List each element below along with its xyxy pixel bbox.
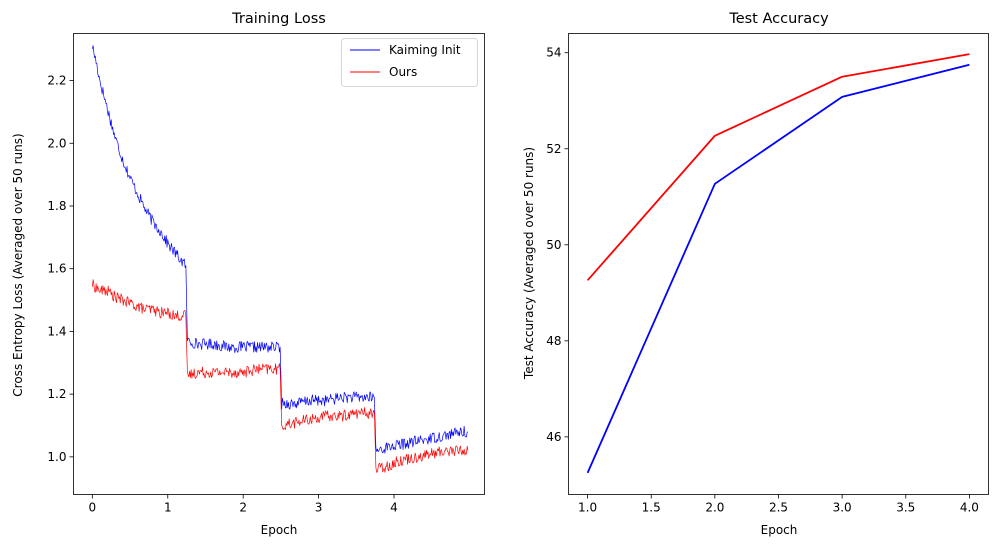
- training-loss-axes-frame: [73, 33, 485, 495]
- y-tick-label: 2.2: [47, 74, 66, 88]
- legend-box: [341, 38, 478, 87]
- training-loss-yticks: 1.0 1.2 1.4 1.6 1.8 2.0 2.2: [47, 74, 74, 464]
- test-accuracy-ylabel: Test Accuracy (Averaged over 50 runs): [522, 147, 536, 380]
- training-loss-series-ours: [92, 279, 469, 473]
- test-accuracy-title: Test Accuracy: [728, 11, 829, 27]
- x-tick-label: 1.5: [642, 501, 661, 515]
- test-accuracy-series-kaiming-init: [586, 63, 970, 474]
- x-tick-label: 0: [89, 501, 97, 515]
- y-tick-label: 54: [546, 46, 561, 60]
- y-tick-label: 52: [546, 142, 561, 156]
- y-tick-label: 1.2: [47, 387, 66, 401]
- x-tick-label: 4.0: [960, 501, 979, 515]
- y-tick-label: 1.6: [47, 262, 66, 276]
- test-accuracy-xticks: 1.0 1.5 2.0 2.5 3.0 3.5 4.0: [578, 494, 979, 515]
- training-loss-lines: [92, 45, 469, 473]
- training-loss-title: Training Loss: [231, 11, 326, 27]
- test-accuracy-xlabel: Epoch: [761, 523, 798, 537]
- test-accuracy-yticks: 46 48 50 52 54: [546, 46, 569, 444]
- y-tick-label: 50: [546, 238, 561, 252]
- x-tick-label: 2: [239, 501, 247, 515]
- x-tick-label: 2.0: [705, 501, 724, 515]
- x-tick-label: 3.0: [833, 501, 852, 515]
- x-tick-label: 1.0: [578, 501, 597, 515]
- y-tick-label: 48: [546, 334, 561, 348]
- x-tick-label: 4: [390, 501, 398, 515]
- y-tick-label: 46: [546, 430, 561, 444]
- legend-ours-label: Ours: [389, 65, 417, 79]
- y-tick-label: 1.0: [47, 450, 66, 464]
- training-loss-ylabel: Cross Entropy Loss (Averaged over 50 run…: [11, 133, 25, 396]
- x-tick-label: 3: [315, 501, 323, 515]
- x-tick-label: 2.5: [769, 501, 788, 515]
- training-loss-series-kaiming-init: [92, 45, 469, 454]
- test-accuracy-panel: Test Accuracy Epoch Test Accuracy (Avera…: [522, 11, 989, 537]
- training-loss-xticks: 0 1 2 3 4: [89, 494, 398, 515]
- training-loss-xlabel: Epoch: [261, 523, 298, 537]
- y-tick-label: 1.8: [47, 199, 66, 213]
- y-tick-label: 2.0: [47, 136, 66, 150]
- x-tick-label: 3.5: [896, 501, 915, 515]
- legend-kaiming-label: Kaiming Init: [389, 43, 461, 57]
- legend: Kaiming Init Ours: [341, 38, 478, 87]
- test-accuracy-lines: [586, 53, 970, 474]
- training-loss-panel: Training Loss Epoch Cross Entropy Loss (…: [11, 11, 485, 537]
- test-accuracy-series-ours: [586, 53, 970, 281]
- y-tick-label: 1.4: [47, 324, 66, 338]
- x-tick-label: 1: [164, 501, 172, 515]
- test-accuracy-axes-frame: [568, 33, 989, 495]
